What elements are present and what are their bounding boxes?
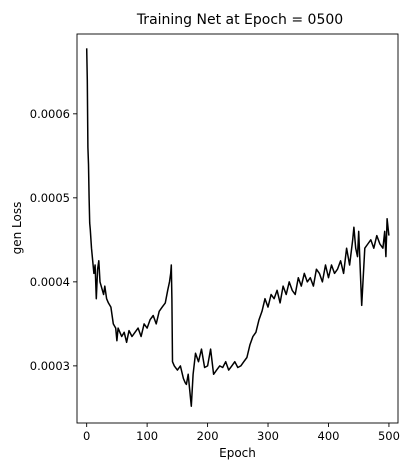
y-axis: 0.0003 0.0004 0.0005 0.0006 [30, 107, 77, 373]
plot-area [85, 48, 390, 407]
x-tick-label: 400 [318, 429, 340, 443]
chart-title: Training Net at Epoch = 0500 [136, 12, 343, 28]
x-tick-label: 200 [197, 429, 219, 443]
series-line-gen-loss [85, 48, 390, 407]
plot-frame [76, 33, 399, 424]
x-tick-label: 500 [378, 429, 400, 443]
x-tick-label: 100 [136, 429, 158, 443]
x-axis: 0 100 200 300 400 500 [83, 423, 400, 443]
y-tick-label: 0.0003 [30, 359, 70, 373]
x-tick-label: 0 [83, 429, 90, 443]
x-tick-label: 300 [257, 429, 279, 443]
y-tick-label: 0.0005 [30, 191, 70, 205]
y-tick-label: 0.0006 [30, 107, 70, 121]
x-axis-label: Epoch [219, 446, 256, 460]
y-axis-label: gen Loss [10, 202, 24, 255]
y-tick-label: 0.0004 [30, 275, 70, 289]
